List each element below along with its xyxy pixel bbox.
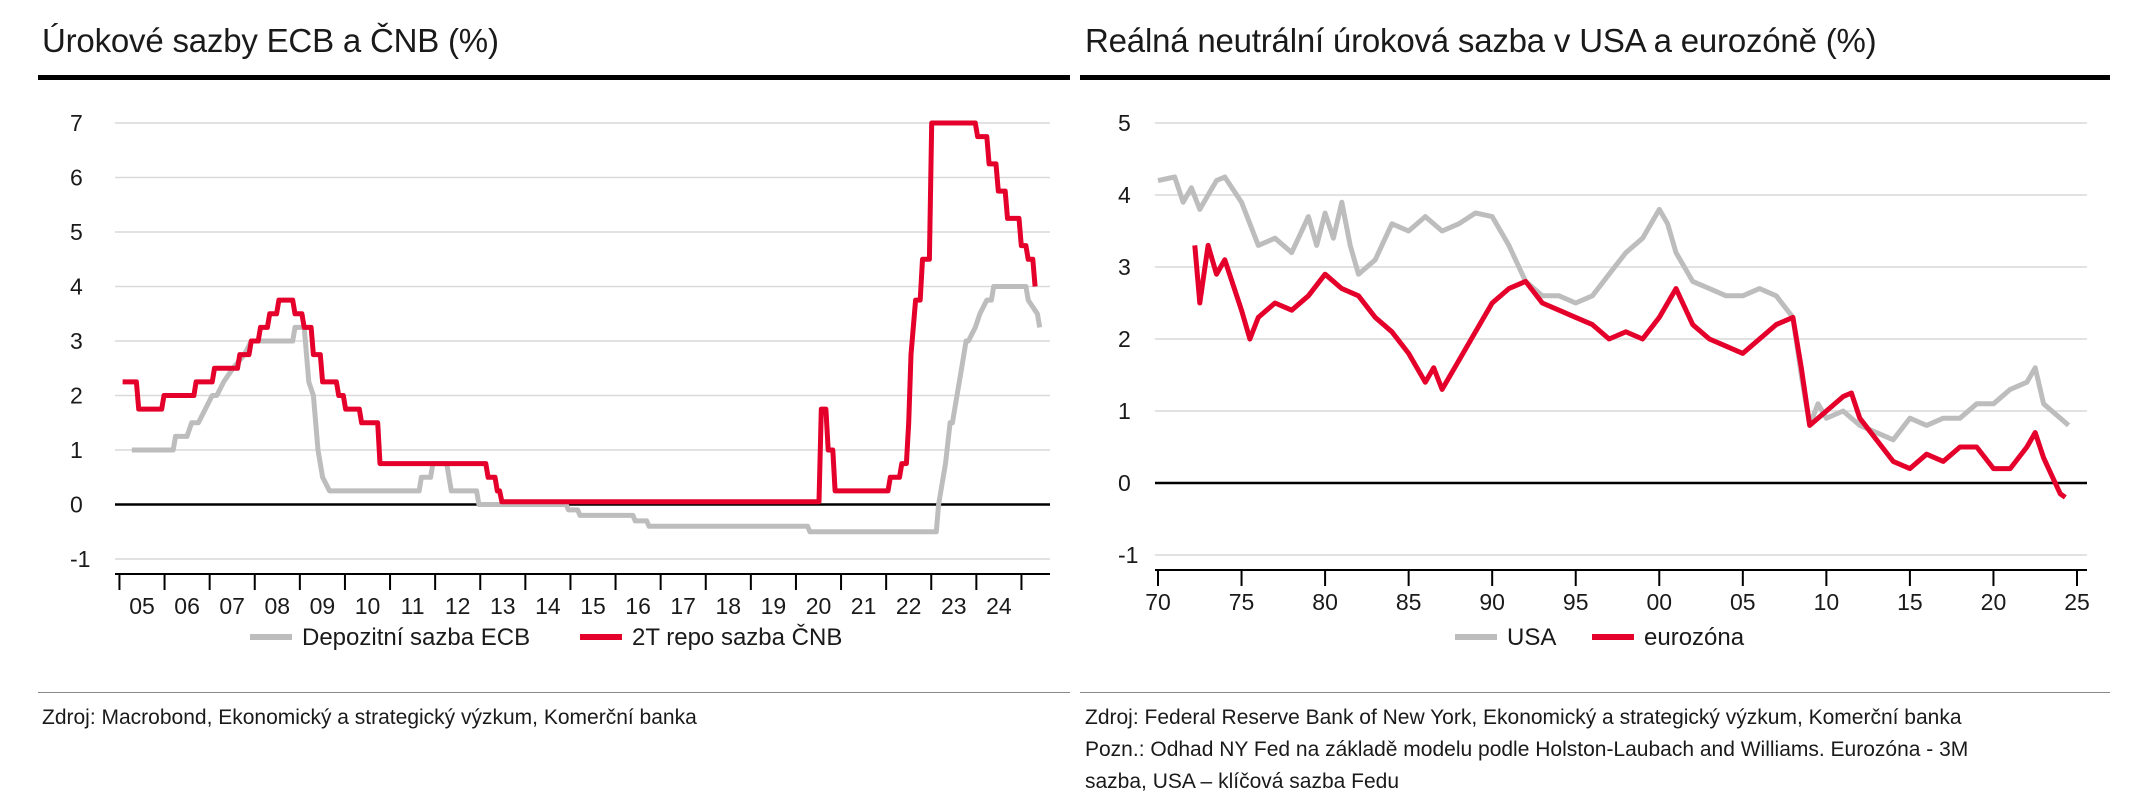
y-tick-label: 4 xyxy=(70,274,83,300)
legend-label: Depozitní sazba ECB xyxy=(302,624,530,651)
left-chart-title: Úrokové sazby ECB a ČNB (%) xyxy=(42,22,499,59)
right-chart-title: Reálná neutrální úroková sazba v USA a e… xyxy=(1085,22,1877,59)
right-source-line: Zdroj: Federal Reserve Bank of New York,… xyxy=(1085,706,1962,729)
x-tick-label: 70 xyxy=(1145,589,1171,615)
right-source-note: Zdroj: Federal Reserve Bank of New York,… xyxy=(1085,702,1968,798)
x-tick-label: 00 xyxy=(1646,589,1672,615)
x-tick-label: 90 xyxy=(1479,589,1505,615)
x-tick-label: 22 xyxy=(896,593,922,619)
x-tick-label: 19 xyxy=(761,593,787,619)
x-tick-label: 10 xyxy=(1814,589,1840,615)
y-tick-label: 1 xyxy=(70,437,83,463)
x-tick-label: 20 xyxy=(1981,589,2007,615)
x-tick-label: 12 xyxy=(445,593,471,619)
right-title-rule xyxy=(1080,75,2110,80)
x-tick-label: 05 xyxy=(1730,589,1756,615)
legend-label: 2T repo sazba ČNB xyxy=(632,623,842,651)
y-tick-label: -1 xyxy=(1118,542,1138,568)
x-tick-label: 15 xyxy=(580,593,606,619)
y-tick-label: 0 xyxy=(1118,470,1131,496)
x-tick-label: 21 xyxy=(851,593,877,619)
x-tick-label: 10 xyxy=(355,593,381,619)
y-tick-label: 3 xyxy=(1118,254,1131,280)
y-tick-label: -1 xyxy=(70,546,90,572)
right-note-line: Pozn.: Odhad NY Fed na základě modelu po… xyxy=(1085,738,1969,761)
right-source-rule xyxy=(1080,692,2110,693)
y-tick-label: 6 xyxy=(70,165,83,191)
left-source-rule xyxy=(38,692,1070,693)
y-tick-label: 5 xyxy=(70,219,83,245)
x-tick-label: 11 xyxy=(401,593,425,619)
y-tick-label: 7 xyxy=(70,110,83,136)
left-chart-panel: Úrokové sazby ECB a ČNB (%) -1 0 1 2 3 4 5 6 7 05… xyxy=(0,0,1070,786)
x-tick-label: 16 xyxy=(625,593,651,619)
x-tick-label: 09 xyxy=(310,593,336,619)
series-line-second xyxy=(1192,242,2067,500)
x-tick-label: 07 xyxy=(219,593,245,619)
y-tick-label: 2 xyxy=(1118,326,1131,352)
x-tick-label: 95 xyxy=(1563,589,1589,615)
right-chart: -1 0 1 2 3 4 5 70 75 80 85 90 95 00 05 10 15 20 25 USA euroz… xyxy=(1118,110,2090,651)
left-source-note: Zdroj: Macrobond, Ekonomický a strategic… xyxy=(42,706,697,729)
x-tick-label: 24 xyxy=(986,593,1012,619)
right-chart-panel: Reálná neutrální úroková sazba v USA a e… xyxy=(1075,0,2135,793)
x-tick-label: 05 xyxy=(129,593,155,619)
x-tick-label: 17 xyxy=(670,593,696,619)
right-note-line: sazba, USA – klíčová sazba Fedu xyxy=(1085,770,1400,793)
x-tick-label: 14 xyxy=(535,593,561,619)
x-tick-label: 23 xyxy=(941,593,967,619)
x-tick-label: 06 xyxy=(174,593,200,619)
y-tick-label: 4 xyxy=(1118,182,1131,208)
x-tick-label: 08 xyxy=(265,593,291,619)
x-tick-label: 80 xyxy=(1312,589,1338,615)
x-tick-label: 13 xyxy=(490,593,516,619)
series-line-second xyxy=(122,120,1038,505)
x-tick-label: 85 xyxy=(1396,589,1422,615)
series-line-first xyxy=(1157,174,2071,443)
x-tick-label: 25 xyxy=(2064,589,2090,615)
left-title-rule xyxy=(38,75,1070,80)
y-tick-label: 0 xyxy=(70,492,83,518)
x-tick-label: 18 xyxy=(716,593,742,619)
x-tick-label: 75 xyxy=(1229,589,1255,615)
legend-label: USA xyxy=(1507,624,1556,651)
y-tick-label: 2 xyxy=(70,383,83,409)
y-tick-label: 1 xyxy=(1118,398,1131,424)
x-tick-label: 15 xyxy=(1897,589,1923,615)
y-tick-label: 5 xyxy=(1118,110,1131,136)
x-tick-label: 20 xyxy=(806,593,832,619)
y-tick-label: 3 xyxy=(70,328,83,354)
legend-label: eurozóna xyxy=(1644,624,1745,651)
